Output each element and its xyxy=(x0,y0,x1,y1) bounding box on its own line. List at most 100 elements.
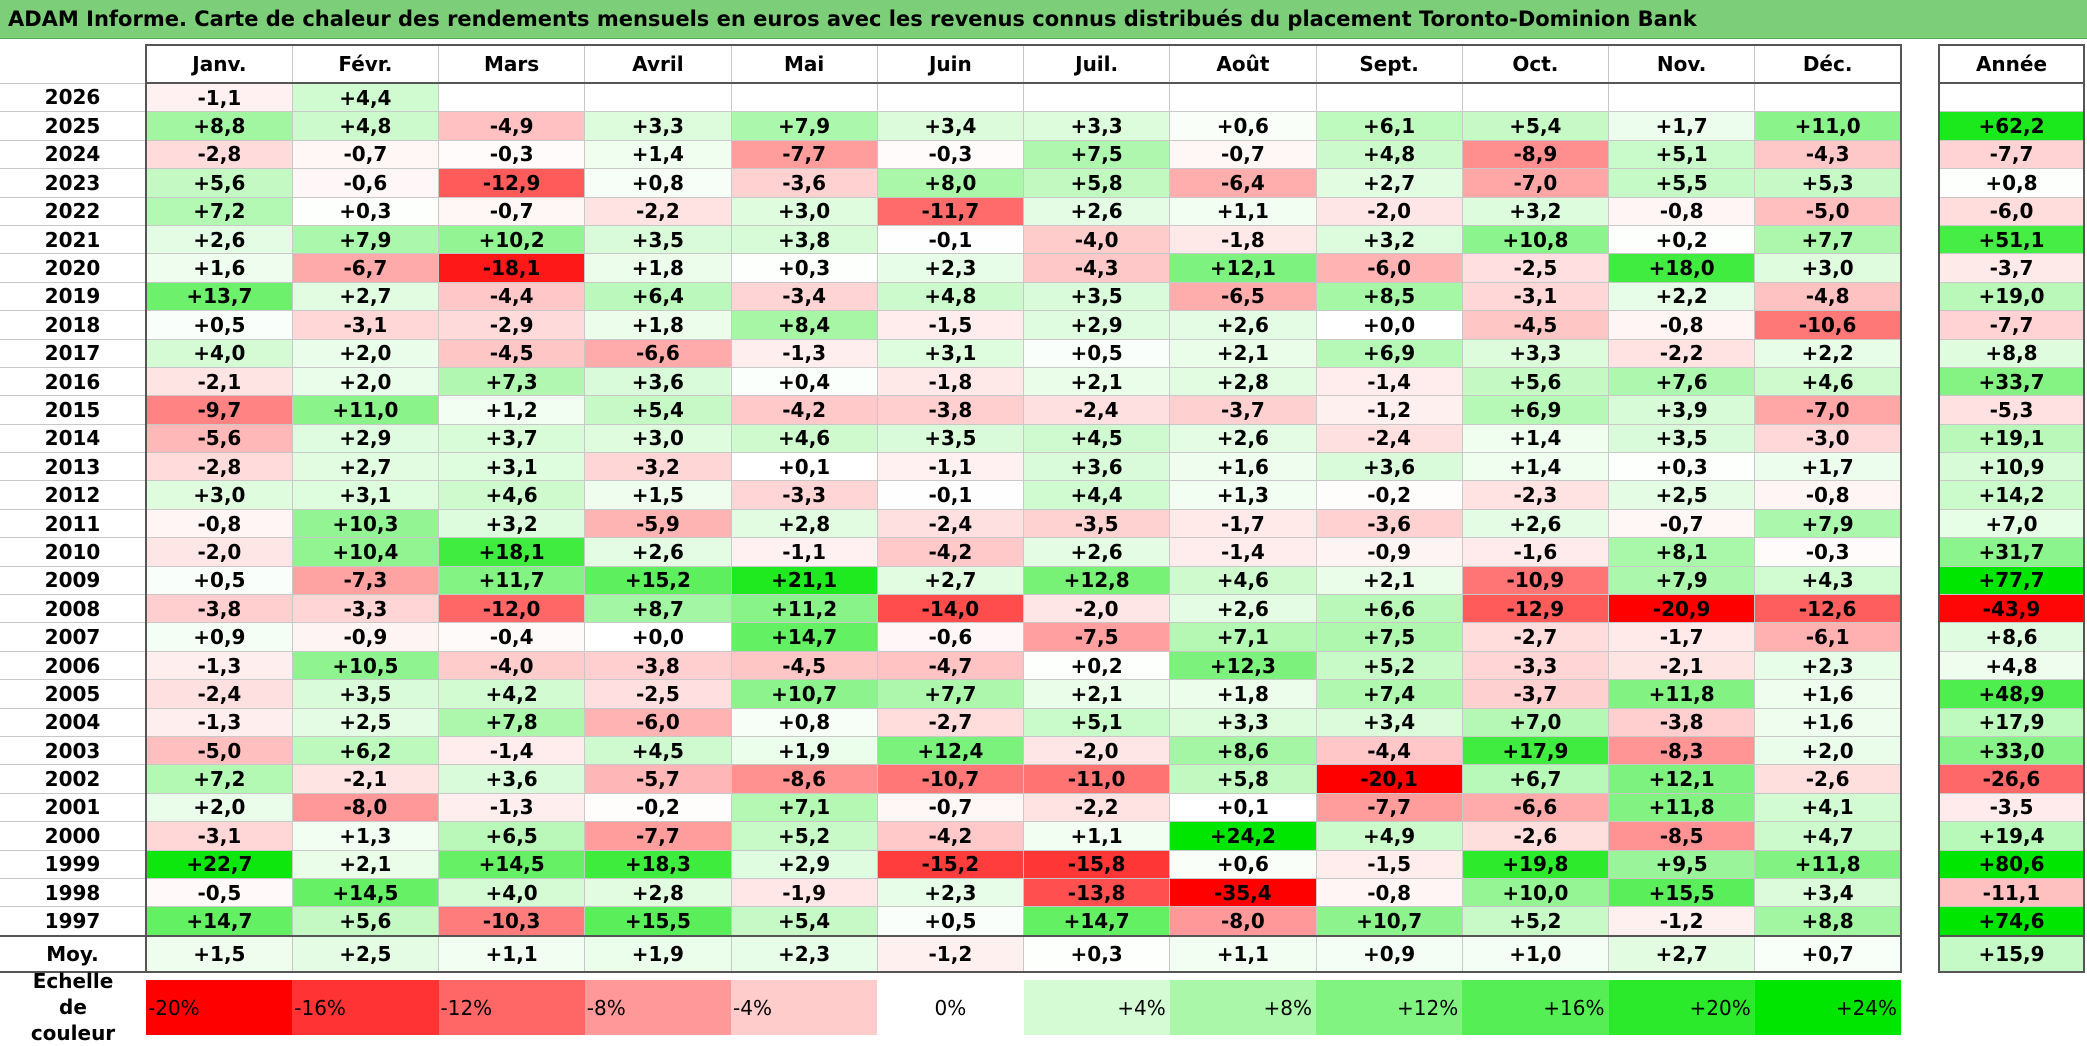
heatmap-cell: -1,7 xyxy=(1607,622,1756,652)
heatmap-cell: +12,1 xyxy=(1169,253,1317,283)
heatmap-cell: +22,7 xyxy=(145,849,293,879)
heatmap-cell: -8,0 xyxy=(291,792,440,823)
average-cell: +2,5 xyxy=(291,934,440,973)
heatmap-cell: +8,0 xyxy=(876,168,1025,198)
heatmap-cell: +18,0 xyxy=(1607,253,1756,283)
heatmap-cell: +21,1 xyxy=(730,565,878,596)
heatmap-cell: +2,3 xyxy=(876,877,1025,908)
heatmap-cell: +3,4 xyxy=(1754,877,1903,908)
heatmap-cell: +19,8 xyxy=(1461,849,1610,879)
heatmap-cell: -1,1 xyxy=(876,452,1025,482)
heatmap-cell: +10,7 xyxy=(1315,906,1463,937)
average-row-label: Moy. xyxy=(0,934,147,973)
heatmap-cell: -2,3 xyxy=(1461,480,1610,510)
color-scale-swatch: -12% xyxy=(438,980,585,1035)
heatmap-cell: +3,6 xyxy=(1022,452,1171,482)
heatmap-cell: -18,1 xyxy=(437,253,586,283)
year-total-cell: +33,7 xyxy=(1938,366,2085,397)
heatmap-cell: +4,8 xyxy=(1315,139,1463,170)
heatmap-cell: +18,1 xyxy=(437,537,586,567)
heatmap-cell: +4,6 xyxy=(1169,565,1317,596)
heatmap-cell: +6,4 xyxy=(584,281,732,312)
heatmap-cell: -14,0 xyxy=(876,594,1025,624)
heatmap-cell: +3,3 xyxy=(1022,111,1171,141)
heatmap-cell: +3,0 xyxy=(1754,253,1903,283)
heatmap-cell: -8,6 xyxy=(730,764,878,794)
heatmap-cell: -0,7 xyxy=(437,196,586,226)
row-year-label: 2016 xyxy=(0,366,147,397)
year-total-cell: -26,6 xyxy=(1938,764,2085,794)
heatmap-cell: -4,5 xyxy=(437,338,586,368)
heatmap-cell: +3,2 xyxy=(1315,224,1463,255)
heatmap-cell: +7,8 xyxy=(437,707,586,737)
heatmap-cell: +10,5 xyxy=(291,650,440,681)
heatmap-cell: -6,4 xyxy=(1169,168,1317,198)
heatmap-cell: +1,9 xyxy=(730,735,878,766)
heatmap-cell: +3,1 xyxy=(437,452,586,482)
heatmap-cell: +5,6 xyxy=(145,168,293,198)
heatmap-cell: +5,6 xyxy=(1461,366,1610,397)
row-year-label: 2010 xyxy=(0,537,147,567)
heatmap-cell: -5,7 xyxy=(584,764,732,794)
heatmap-cell: +1,2 xyxy=(437,395,586,425)
heatmap-cell: +7,9 xyxy=(730,111,878,141)
heatmap-cell: -11,7 xyxy=(876,196,1025,226)
heatmap-cell: +1,6 xyxy=(145,253,293,283)
heatmap-cell: +0,1 xyxy=(730,452,878,482)
heatmap-cell: +17,9 xyxy=(1461,735,1610,766)
heatmap-cell: +0,8 xyxy=(730,707,878,737)
heatmap-cell: +4,5 xyxy=(584,735,732,766)
heatmap-cell: +2,0 xyxy=(291,338,440,368)
heatmap-cell: -0,5 xyxy=(145,877,293,908)
heatmap-cell xyxy=(437,82,586,113)
heatmap-cell: +3,6 xyxy=(437,764,586,794)
heatmap-cell xyxy=(1607,82,1756,113)
heatmap-cell: -1,4 xyxy=(1315,366,1463,397)
heatmap-cell: +2,1 xyxy=(291,849,440,879)
heatmap-cell: -9,7 xyxy=(145,395,293,425)
row-year-label: 2021 xyxy=(0,224,147,255)
heatmap-cell: +0,5 xyxy=(145,310,293,340)
color-scale-label: Echelle de couleur xyxy=(0,969,146,1045)
heatmap-cell: +2,1 xyxy=(1022,366,1171,397)
heatmap-cell: -0,6 xyxy=(291,168,440,198)
heatmap-cell: -2,8 xyxy=(145,452,293,482)
heatmap-cell: +1,8 xyxy=(584,310,732,340)
year-total-cell: +33,0 xyxy=(1938,735,2085,766)
year-total-cell: -3,5 xyxy=(1938,792,2085,823)
heatmap-cell: +7,7 xyxy=(1754,224,1903,255)
heatmap-cell: -1,1 xyxy=(730,537,878,567)
row-year-label: 2012 xyxy=(0,480,147,510)
heatmap-cell: +2,6 xyxy=(584,537,732,567)
heatmap-cell: +3,2 xyxy=(437,508,586,539)
year-total-cell: -5,3 xyxy=(1938,395,2085,425)
heatmap-cell: +3,6 xyxy=(1315,452,1463,482)
heatmap-cell: +10,2 xyxy=(437,224,586,255)
year-total-cell: +8,8 xyxy=(1938,338,2085,368)
title-bar: ADAM Informe. Carte de chaleur des rende… xyxy=(0,0,2087,39)
heatmap-cell: -0,8 xyxy=(145,508,293,539)
heatmap-cell: +0,5 xyxy=(1022,338,1171,368)
heatmap-cell: +4,8 xyxy=(291,111,440,141)
row-year-label: 2008 xyxy=(0,594,147,624)
heatmap-cell: +5,4 xyxy=(730,906,878,937)
heatmap-cell: -4,5 xyxy=(730,650,878,681)
color-scale-swatch: -8% xyxy=(584,980,731,1035)
heatmap-cell: +1,7 xyxy=(1754,452,1903,482)
heatmap-cell: -3,6 xyxy=(1315,508,1463,539)
heatmap-cell: +11,7 xyxy=(437,565,586,596)
heatmap-cell: -3,8 xyxy=(584,650,732,681)
heatmap-cell: +8,6 xyxy=(1169,735,1317,766)
heatmap-cell: -10,3 xyxy=(437,906,586,937)
heatmap-cell: +7,0 xyxy=(1461,707,1610,737)
row-year-label: 2011 xyxy=(0,508,147,539)
heatmap-cell: -15,2 xyxy=(876,849,1025,879)
heatmap-cell: -2,7 xyxy=(876,707,1025,737)
heatmap-cell: +5,3 xyxy=(1754,168,1903,198)
heatmap-cell: +5,4 xyxy=(584,395,732,425)
heatmap-cell: +3,4 xyxy=(1315,707,1463,737)
header-corner xyxy=(0,45,147,83)
heatmap-cell: +1,6 xyxy=(1754,679,1903,709)
heatmap-cell: +7,9 xyxy=(1607,565,1756,596)
heatmap-cell: -2,6 xyxy=(1461,821,1610,851)
